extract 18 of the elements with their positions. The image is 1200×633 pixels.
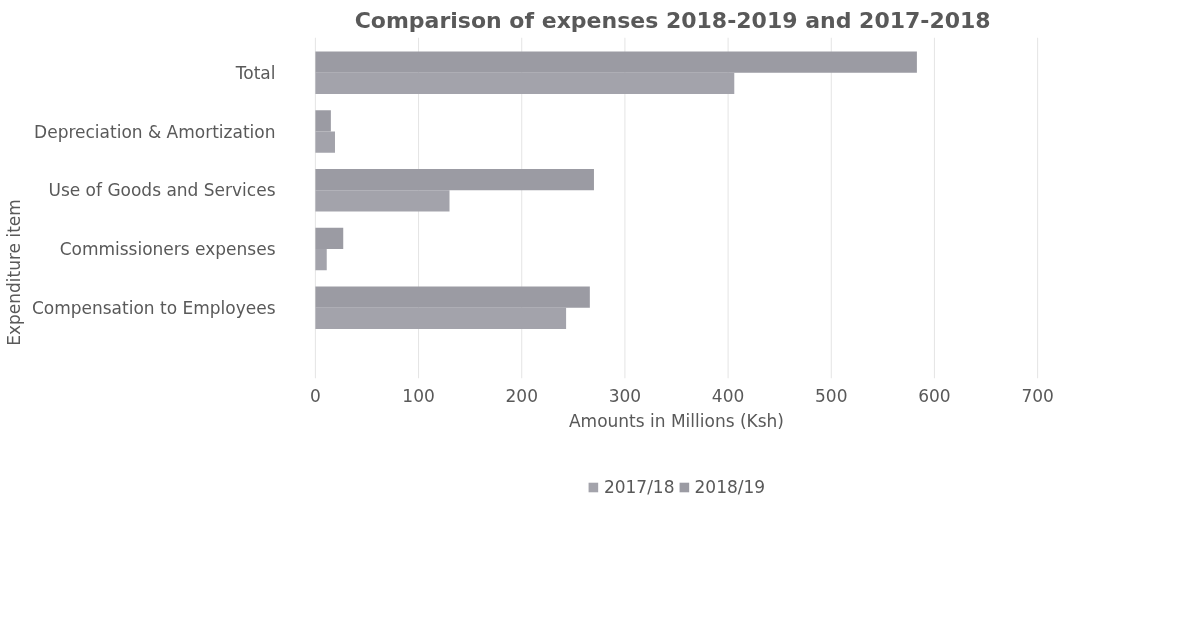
legend-label: 2017/18: [603, 477, 675, 497]
y-axis-title: Expenditure item: [3, 199, 24, 346]
x-tick-label: 500: [815, 386, 848, 407]
x-tick-label: 600: [918, 386, 951, 407]
y-tick-label: Use of Goods and Services: [48, 180, 276, 201]
y-tick-label: Depreciation & Amortization: [34, 121, 276, 142]
x-tick-label: 300: [608, 386, 642, 407]
y-tick-label: Commissioners expenses: [59, 239, 276, 259]
x-tick-label: 700: [1021, 386, 1054, 407]
x-tick-label: 200: [505, 386, 538, 407]
legend-label: 2018/19: [694, 477, 766, 497]
x-tick-label: 0: [309, 386, 321, 407]
x-axis-title: Amounts in Millions (Ksh): [569, 410, 785, 431]
y-tick-label: Compensation to Employees: [31, 297, 276, 318]
x-tick-label: 400: [711, 386, 745, 407]
y-tick-label: Total: [234, 62, 276, 83]
x-tick-label: 100: [402, 386, 435, 407]
chart-title: Comparison of expenses 2018-2019 and 2017-2018: [354, 7, 991, 33]
